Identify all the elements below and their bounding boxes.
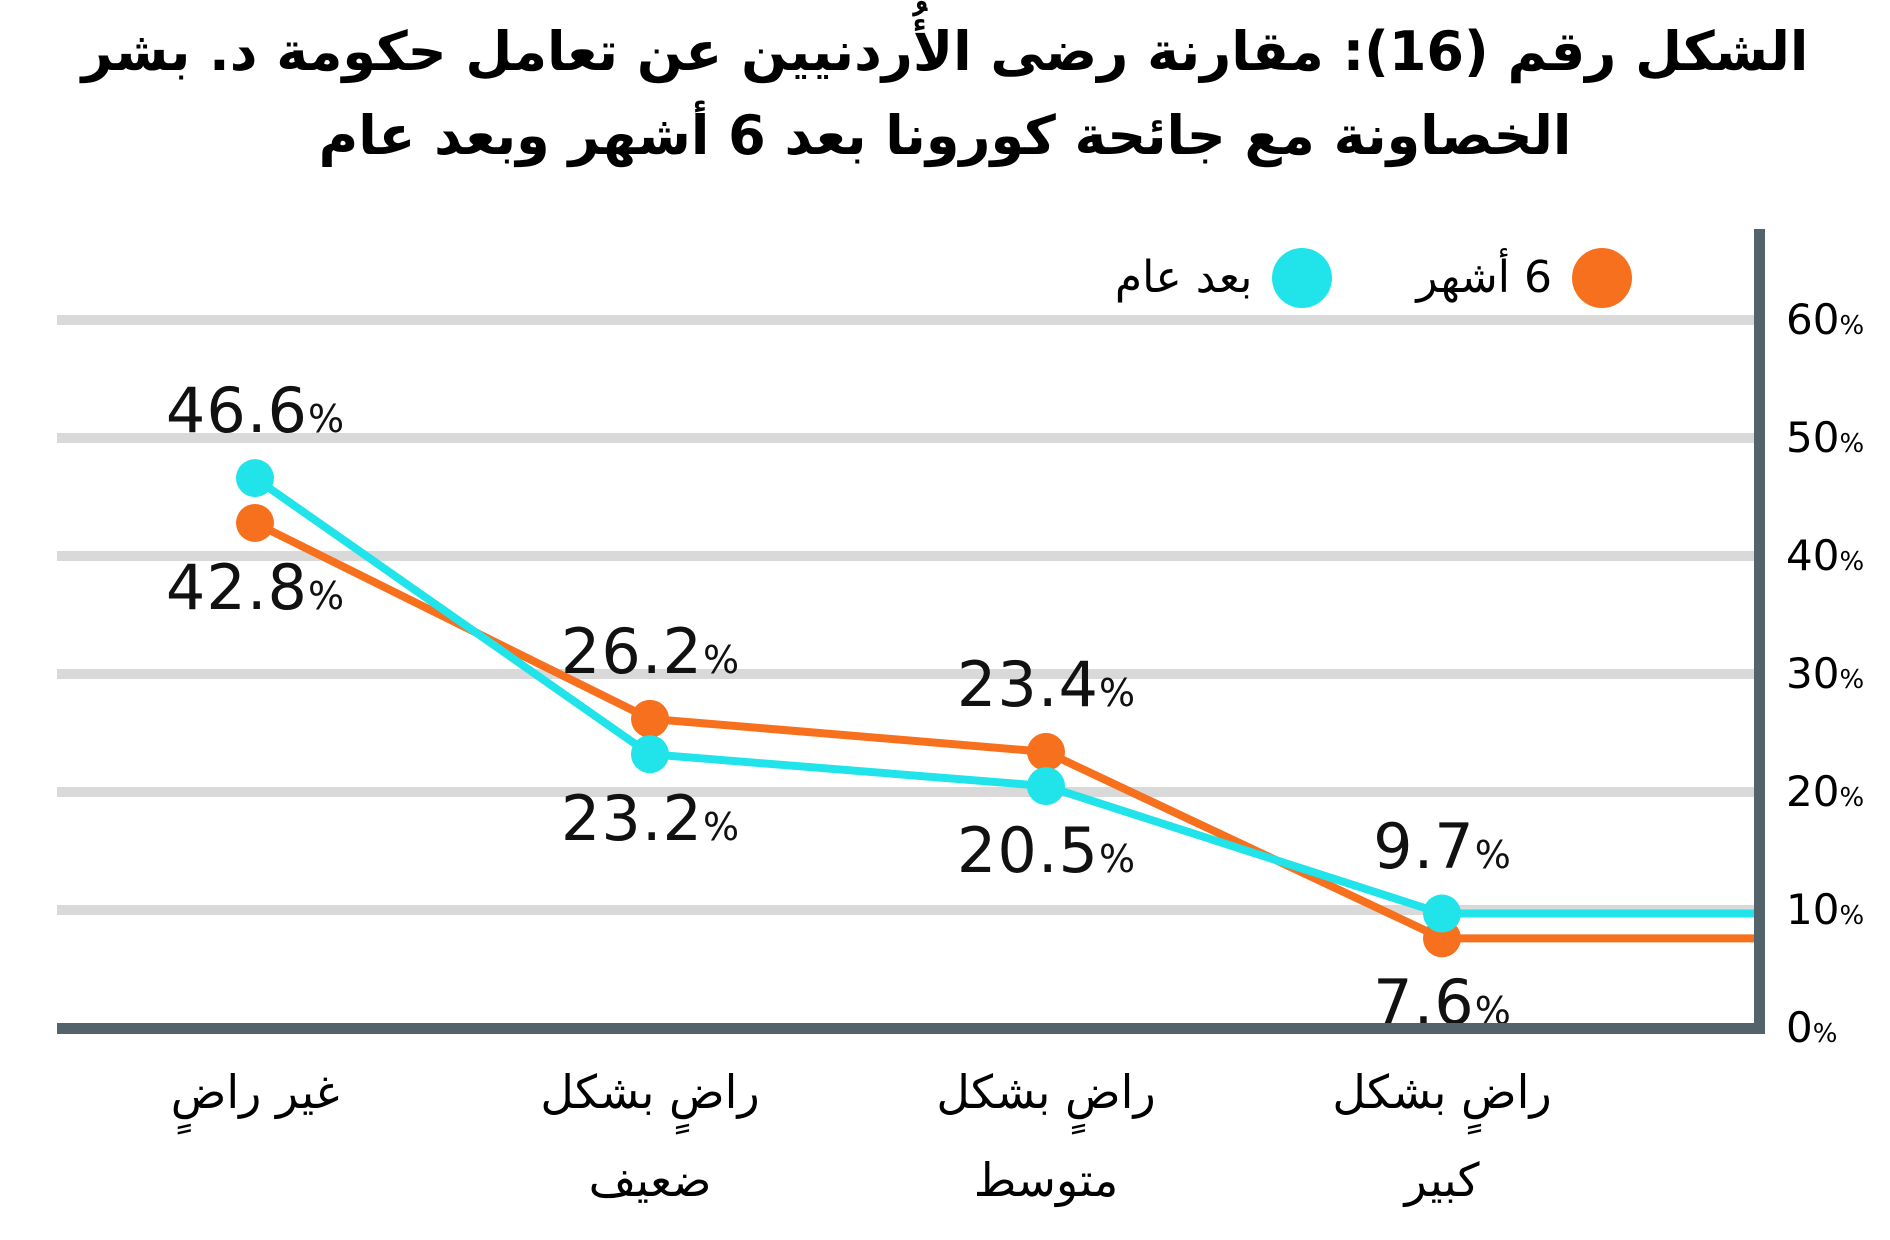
value-label-orange-2: 23.4% [956,647,1136,721]
value-label-cyan-3: 9.7% [1373,809,1511,883]
value-label-cyan-0: 46.6% [165,374,345,448]
value-label-cyan-1: 23.2% [560,782,740,856]
data-point-cyan-3 [1423,894,1461,933]
legend-marker-after-year-icon [1272,248,1333,308]
gridline-10 [57,905,1754,915]
y-tick-label-30: 30% [1786,649,1865,698]
chart-title: الشكل رقم (16): مقارنة رضى الأُردنيين عن… [0,10,1890,178]
category-label-3: راضٍ بشكل كبير [1332,1065,1552,1207]
x-axis-line [57,1023,1765,1034]
gridline-40 [57,551,1754,561]
gridline-20 [57,787,1754,797]
data-point-cyan-0 [236,459,274,498]
chart-title-line2: الخصاونة مع جائحة كورونا بعد 6 أشهر وبعد… [318,104,1572,167]
category-label-1: راضٍ بشكل ضعيف [540,1065,760,1207]
legend-marker-six-months-icon [1572,248,1632,308]
legend-item-after-year: بعد عام [1114,248,1333,308]
value-label-orange-1: 26.2% [560,614,740,688]
gridline-30 [57,669,1754,679]
y-tick-label-60: 60% [1786,295,1865,344]
value-label-cyan-2: 20.5% [956,814,1136,888]
gridline-50 [57,433,1754,443]
legend-item-six-months: 6 أشهر [1416,248,1632,308]
data-point-orange-1 [631,699,669,738]
legend-label-after-year: بعد عام [1114,252,1253,303]
y-tick-label-0: 0% [1786,1003,1838,1052]
category-label-2: راضٍ بشكل متوسط [936,1065,1156,1207]
y-axis-line [1754,229,1765,1034]
data-point-cyan-2 [1027,767,1065,806]
y-tick-label-10: 10% [1786,885,1865,934]
category-label-0: غير راضٍ [170,1065,340,1119]
data-point-orange-0 [236,503,274,542]
value-label-orange-0: 42.8% [165,550,345,624]
gridline-60 [57,315,1754,325]
chart-title-line1: الشكل رقم (16): مقارنة رضى الأُردنيين عن… [81,20,1809,83]
y-tick-label-40: 40% [1786,531,1865,580]
legend-label-six-months: 6 أشهر [1416,252,1552,303]
data-point-orange-2 [1027,732,1065,771]
y-tick-label-50: 50% [1786,413,1865,462]
data-point-cyan-1 [631,735,669,774]
chart-legend: بعد عام 6 أشهر [1115,248,1632,308]
y-tick-label-20: 20% [1786,767,1865,816]
